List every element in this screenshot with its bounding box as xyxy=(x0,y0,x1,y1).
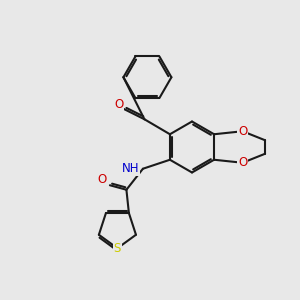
Text: O: O xyxy=(114,98,124,111)
Text: S: S xyxy=(114,242,121,255)
Text: NH: NH xyxy=(122,162,139,175)
Text: O: O xyxy=(98,173,107,186)
Text: O: O xyxy=(238,125,247,138)
Text: O: O xyxy=(238,156,247,169)
